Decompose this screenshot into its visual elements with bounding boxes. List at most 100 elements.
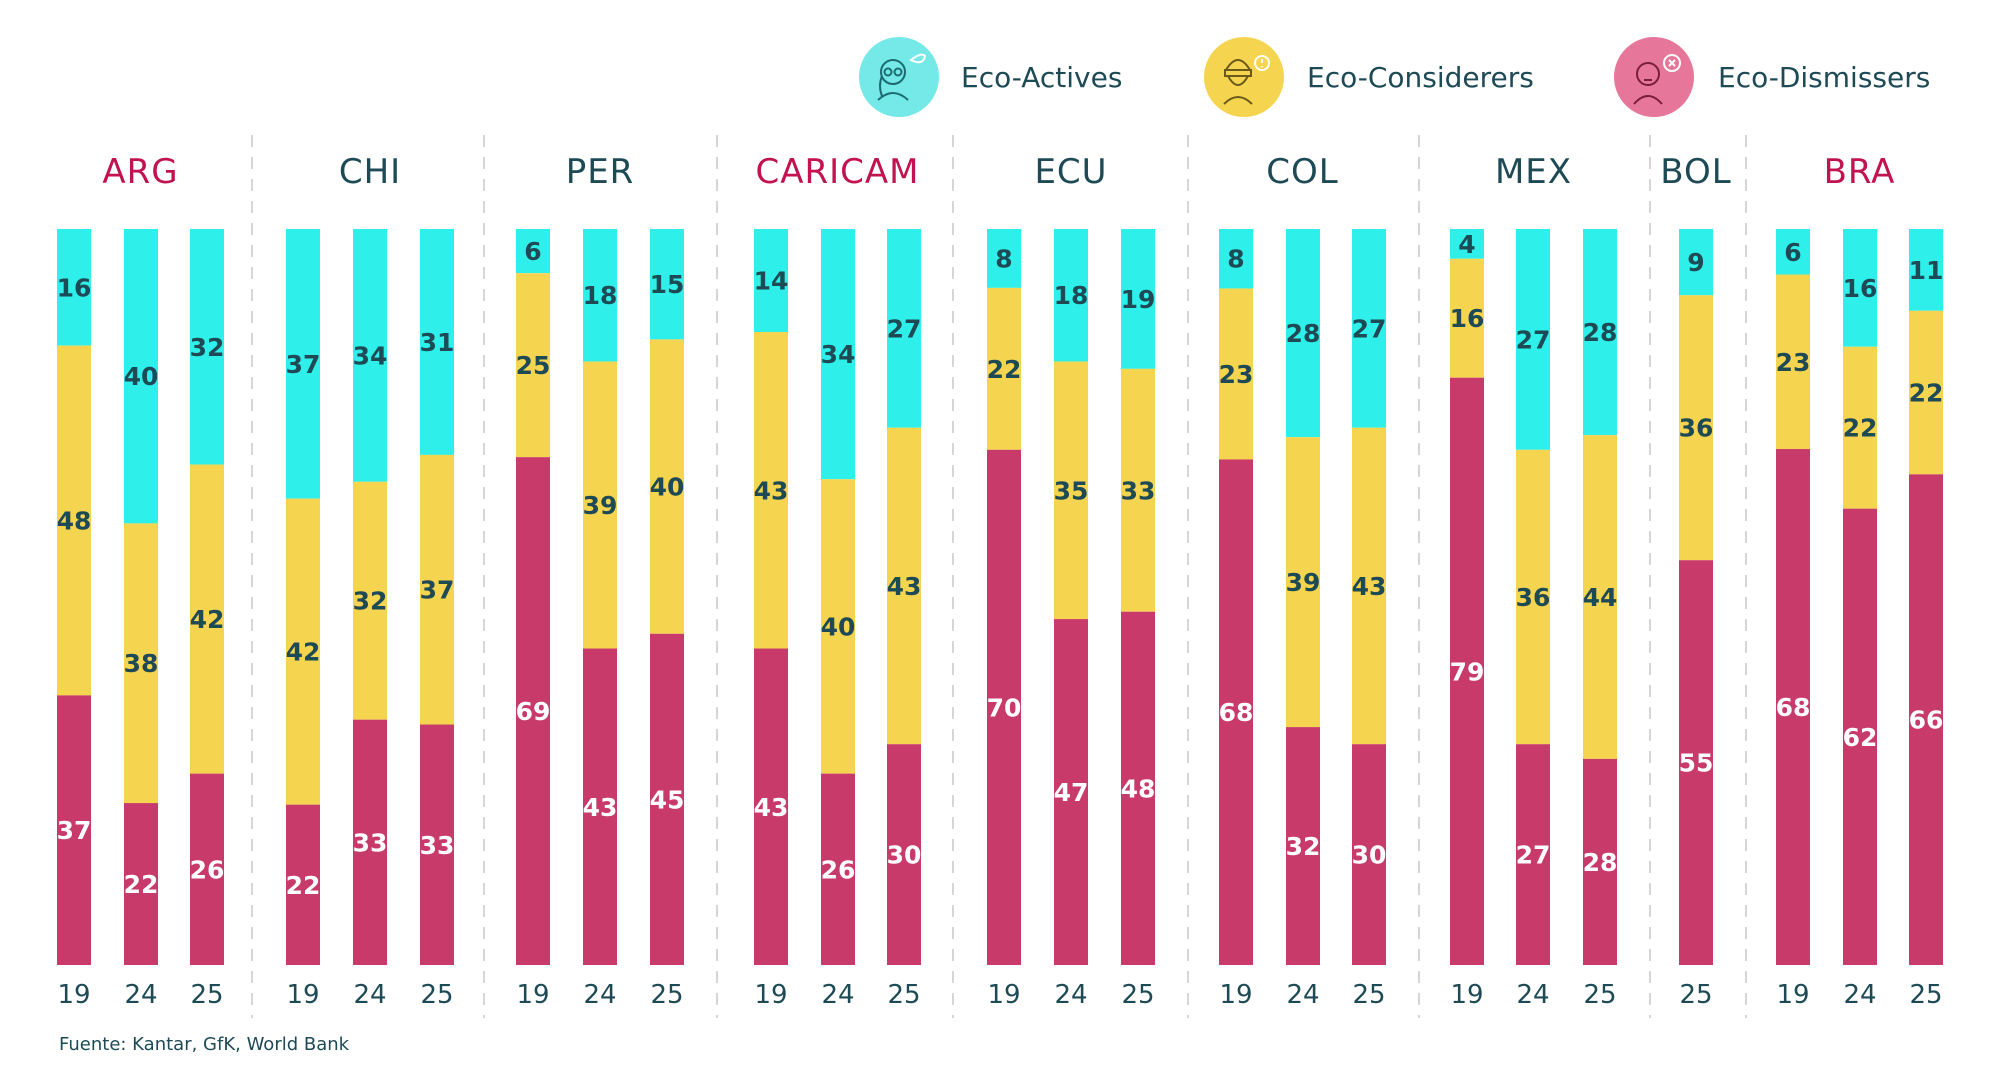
year-label: 19 <box>286 980 319 1010</box>
year-label: 25 <box>1583 980 1616 1010</box>
bar-segment-dismissers <box>1219 459 1253 965</box>
stacked-bar: 15 40 45 25 <box>650 229 685 1010</box>
value-label-actives: 40 <box>124 362 159 391</box>
bar-segment-dismissers <box>1450 377 1484 965</box>
value-label-dismissers: 45 <box>650 785 685 814</box>
bar-segment-considerers <box>1909 310 1943 475</box>
value-label-actives: 34 <box>821 340 856 369</box>
bar-segment-actives <box>1054 229 1088 362</box>
bar-segment-dismissers <box>821 773 855 965</box>
value-label-considerers: 38 <box>124 649 159 678</box>
value-label-dismissers: 30 <box>1352 841 1387 870</box>
bar-groups: ARG164837194038222432422625CHI3742221934… <box>57 152 1944 1010</box>
legend-item-eco-dismissers: Eco-Dismissers <box>1614 37 1930 117</box>
year-label: 24 <box>1054 980 1087 1010</box>
woman-with-leaf-icon <box>877 53 927 101</box>
bar-segment-actives <box>190 229 224 465</box>
value-label-dismissers: 22 <box>124 870 159 899</box>
country-label: ARG <box>102 152 178 192</box>
year-label: 19 <box>1219 980 1252 1010</box>
bar-segment-considerers <box>1121 368 1155 612</box>
stacked-bar: 37 42 22 19 <box>286 229 321 1010</box>
year-label: 24 <box>583 980 616 1010</box>
bar-segment-actives <box>1352 229 1386 428</box>
value-label-actives: 15 <box>650 270 685 299</box>
year-label: 24 <box>124 980 157 1010</box>
bar-segment-considerers <box>821 479 855 774</box>
stacked-bar: 6 23 68 19 <box>1776 229 1810 1010</box>
value-label-considerers: 25 <box>516 351 551 380</box>
year-label: 25 <box>1352 980 1385 1010</box>
country-label: COL <box>1266 152 1338 192</box>
bar-segment-considerers <box>286 498 320 805</box>
year-label: 25 <box>1679 980 1712 1010</box>
value-label-actives: 28 <box>1286 319 1321 348</box>
bar-segment-dismissers <box>887 744 921 965</box>
group-ecu: ECU 8 22 70 19 18 35 47 24 19 33 48 25 <box>987 152 1156 1010</box>
value-label-actives: 6 <box>524 237 541 266</box>
country-label: CHI <box>339 152 401 192</box>
stacked-bar: 31 37 33 25 <box>420 229 454 1010</box>
bar-segment-actives <box>1286 229 1320 438</box>
bar-segment-actives <box>124 229 158 524</box>
bar-segment-dismissers <box>1352 744 1386 965</box>
country-label: BOL <box>1660 152 1731 192</box>
stacked-bar: 27 36 27 24 <box>1516 229 1551 1010</box>
value-label-dismissers: 26 <box>190 855 225 884</box>
value-label-dismissers: 26 <box>821 855 856 884</box>
value-label-dismissers: 27 <box>1516 841 1551 870</box>
value-label-considerers: 42 <box>286 638 321 667</box>
man-with-alert-icon <box>1223 55 1270 105</box>
value-label-dismissers: 62 <box>1843 723 1878 752</box>
value-label-dismissers: 28 <box>1583 848 1618 877</box>
bar-segment-considerers <box>353 481 387 720</box>
bar-segment-actives <box>1583 229 1617 436</box>
stacked-bar: 27 43 30 25 <box>887 229 922 1010</box>
value-label-actives: 6 <box>1784 238 1801 267</box>
bar-segment-dismissers <box>987 449 1021 965</box>
bar-segment-dismissers <box>57 695 91 965</box>
bar-segment-actives <box>650 229 684 340</box>
value-label-considerers: 33 <box>1121 476 1156 505</box>
bar-segment-considerers <box>1054 361 1088 620</box>
bar-segment-actives <box>1219 229 1253 289</box>
bar-segment-actives <box>420 229 454 455</box>
value-label-actives: 18 <box>583 281 618 310</box>
bar-segment-actives <box>353 229 387 482</box>
value-label-dismissers: 66 <box>1909 706 1944 735</box>
group-per: PER 6 25 69 19 18 39 43 24 15 40 45 25 <box>516 152 685 1010</box>
bar-segment-dismissers <box>1054 619 1088 965</box>
value-label-actives: 4 <box>1458 230 1475 259</box>
stacked-bar: 6 25 69 19 <box>516 229 551 1010</box>
bar-segment-actives <box>1121 229 1155 369</box>
bar-segment-considerers <box>1516 449 1550 745</box>
value-label-considerers: 36 <box>1679 414 1714 443</box>
bar-segment-dismissers <box>1679 560 1713 965</box>
value-label-dismissers: 22 <box>286 871 321 900</box>
year-label: 19 <box>516 980 549 1010</box>
value-label-considerers: 23 <box>1219 360 1254 389</box>
bar-segment-dismissers <box>583 648 617 965</box>
year-label: 24 <box>1516 980 1549 1010</box>
value-label-dismissers: 33 <box>353 828 388 857</box>
group-bol: BOL 9 36 55 25 <box>1660 152 1731 1010</box>
value-label-considerers: 36 <box>1516 583 1551 612</box>
bar-segment-dismissers <box>1909 474 1943 965</box>
bar-segment-considerers <box>1776 274 1810 450</box>
value-label-actives: 27 <box>887 314 922 343</box>
value-label-considerers: 32 <box>353 587 388 616</box>
stacked-bar: 40 38 22 24 <box>124 229 159 1010</box>
value-label-dismissers: 32 <box>1286 832 1321 861</box>
stacked-bar: 32 42 26 25 <box>190 229 225 1010</box>
value-label-actives: 8 <box>1227 245 1244 274</box>
bar-segment-considerers <box>1219 288 1253 460</box>
value-label-considerers: 22 <box>1909 379 1944 408</box>
bar-segment-actives <box>583 229 617 362</box>
bar-segment-considerers <box>583 361 617 649</box>
bar-segment-dismissers <box>650 633 684 965</box>
bar-segment-actives <box>987 229 1021 288</box>
value-label-actives: 16 <box>1843 274 1878 303</box>
stacked-bar: 34 32 33 24 <box>353 229 388 1010</box>
bar-segment-considerers <box>650 339 684 634</box>
group-chi: CHI 37 42 22 19 34 32 33 24 31 37 33 25 <box>286 152 455 1010</box>
